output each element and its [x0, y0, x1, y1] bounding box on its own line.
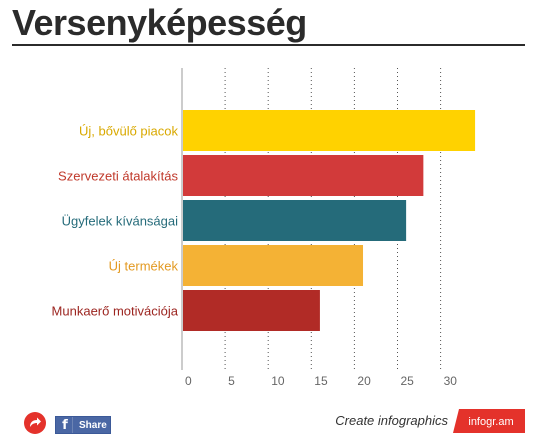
create-infographics-link[interactable]: Create infographics — [335, 413, 448, 428]
category-label: Szervezeti átalakítás — [58, 169, 178, 184]
tick-label: 30 — [444, 374, 458, 388]
bar[interactable] — [183, 155, 424, 196]
bar[interactable] — [183, 245, 364, 286]
category-label: Munkaerő motivációja — [52, 304, 179, 319]
chart-title: Versenyképesség — [12, 2, 307, 43]
tick-label: 15 — [314, 374, 328, 388]
bar[interactable] — [183, 200, 407, 241]
bar-chart: Új, bővülő piacok Szervezeti átalakítás Üg… — [52, 68, 476, 388]
bar[interactable] — [183, 110, 476, 151]
brand-label: infogr.am — [468, 416, 513, 428]
bar[interactable] — [183, 290, 320, 331]
share-label: Share — [79, 419, 107, 431]
category-label: Új, bővülő piacok — [79, 124, 178, 139]
infogram-brand-badge[interactable]: infogr.am — [453, 409, 525, 433]
facebook-icon: f — [58, 417, 73, 433]
category-label: Ügyfelek kívánságai — [62, 214, 178, 229]
redo-arrow-icon[interactable] — [24, 412, 46, 434]
tick-label: 5 — [228, 374, 235, 388]
tick-label: 0 — [185, 374, 192, 388]
facebook-share-button[interactable]: f Share — [55, 416, 111, 434]
tick-label: 20 — [357, 374, 371, 388]
title-divider — [12, 44, 525, 46]
category-label: Új termékek — [109, 259, 179, 274]
tick-label: 25 — [401, 374, 415, 388]
tick-label: 10 — [271, 374, 285, 388]
